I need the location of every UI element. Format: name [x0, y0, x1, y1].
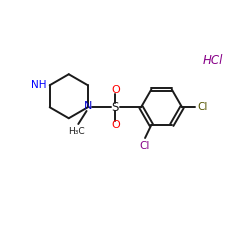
Text: NH: NH: [31, 80, 47, 90]
Text: O: O: [111, 120, 120, 130]
Text: HCl: HCl: [202, 54, 223, 66]
Text: H₃C: H₃C: [68, 127, 84, 136]
Text: S: S: [112, 101, 119, 114]
Text: O: O: [111, 85, 120, 95]
Text: Cl: Cl: [139, 140, 149, 150]
Text: Cl: Cl: [197, 102, 207, 112]
Text: N: N: [84, 101, 92, 111]
